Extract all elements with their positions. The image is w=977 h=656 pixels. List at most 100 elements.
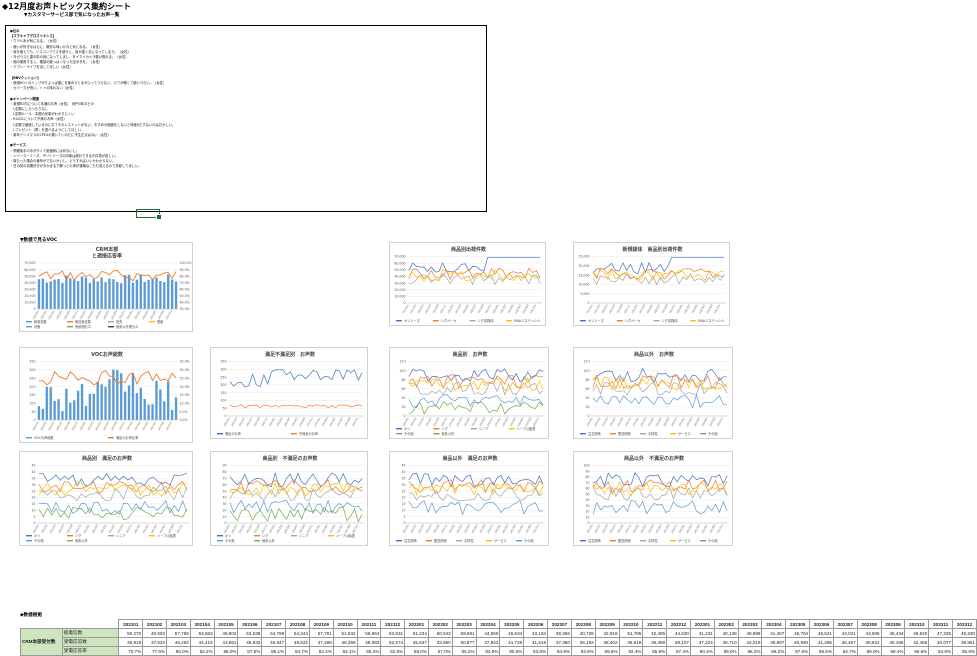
data-cell[interactable]: 40,728 bbox=[570, 628, 596, 638]
month-header-cell[interactable]: 202105 bbox=[213, 619, 239, 629]
data-cell[interactable]: 38,618 bbox=[618, 637, 644, 647]
data-cell[interactable]: 85.9% bbox=[952, 646, 977, 656]
data-cell[interactable]: 46,704 bbox=[785, 628, 811, 638]
data-cell[interactable]: 33,860 bbox=[427, 637, 453, 647]
data-cell[interactable]: 41,296 bbox=[809, 637, 834, 647]
data-cell[interactable]: 43,605 bbox=[856, 628, 882, 638]
month-header-cell[interactable]: 202206 bbox=[523, 619, 549, 629]
data-cell[interactable]: 87.4% bbox=[666, 646, 691, 656]
data-cell[interactable]: 35,897 bbox=[761, 637, 787, 647]
data-cell[interactable]: 43,861 bbox=[213, 637, 239, 647]
month-header-cell[interactable]: 202304 bbox=[761, 619, 787, 629]
data-cell[interactable]: 36,457 bbox=[832, 637, 858, 647]
data-cell[interactable]: 38,402 bbox=[594, 637, 620, 647]
data-cell[interactable]: 59,681 bbox=[451, 628, 477, 638]
data-cell[interactable]: 37,360 bbox=[547, 637, 572, 647]
data-cell[interactable]: 77.6% bbox=[142, 646, 167, 656]
month-header-cell[interactable]: 202202 bbox=[427, 619, 453, 629]
data-cell[interactable]: 57,781 bbox=[308, 628, 334, 638]
data-cell[interactable]: 50,877 bbox=[451, 637, 477, 647]
data-cell[interactable]: 43,184 bbox=[523, 628, 549, 638]
data-cell[interactable]: 46,920 bbox=[904, 628, 930, 638]
row-label[interactable]: 総着信数 bbox=[61, 628, 120, 638]
month-header-cell[interactable]: 202103 bbox=[166, 619, 191, 629]
month-header-cell[interactable]: 202307 bbox=[832, 619, 858, 629]
non-product-satisfied-chart[interactable]: 商品以外 満足のお声数 45 40 35 30 25 20 15 10 5 0 202101 20210… bbox=[389, 451, 549, 546]
selected-cell[interactable] bbox=[136, 209, 162, 220]
data-cell[interactable]: 47,236 bbox=[928, 628, 954, 638]
month-header-cell[interactable]: 202309 bbox=[880, 619, 906, 629]
data-cell[interactable]: 85.1% bbox=[261, 646, 287, 656]
data-cell[interactable]: 80.0% bbox=[166, 646, 191, 656]
data-cell[interactable]: 35,918 bbox=[118, 637, 144, 647]
data-cell[interactable]: 84.8% bbox=[928, 646, 954, 656]
data-cell[interactable]: 37,843 bbox=[475, 637, 501, 647]
data-cell[interactable]: 41,728 bbox=[499, 637, 525, 647]
data-cell[interactable]: 70.7% bbox=[118, 646, 144, 656]
product-inbound-chart[interactable]: 商品別出荷件数 70,000 60,000 50,000 40,000 30,000 20,… bbox=[389, 242, 546, 326]
data-cell[interactable]: 40,077 bbox=[928, 637, 954, 647]
data-cell[interactable]: 46,621 bbox=[809, 628, 834, 638]
data-cell[interactable]: 89.0% bbox=[856, 646, 882, 656]
data-cell[interactable]: 82.6% bbox=[380, 646, 406, 656]
month-header-cell[interactable]: 202301 bbox=[689, 619, 715, 629]
month-header-cell[interactable]: 202204 bbox=[475, 619, 501, 629]
month-header-cell[interactable]: 202208 bbox=[570, 619, 596, 629]
non-product-voice-chart[interactable]: 商品以外 お声数 120 100 80 60 40 20 0 202101 202103 20210… bbox=[573, 347, 733, 439]
data-cell[interactable]: 48,698 bbox=[737, 628, 763, 638]
data-cell[interactable]: 89.0% bbox=[713, 646, 739, 656]
month-header-cell[interactable]: 202111 bbox=[356, 619, 382, 629]
data-cell[interactable]: 45,230 bbox=[952, 628, 977, 638]
data-cell[interactable]: 51,785 bbox=[618, 628, 644, 638]
data-cell[interactable]: 67.0% bbox=[427, 646, 453, 656]
month-header-cell[interactable]: 202308 bbox=[856, 619, 882, 629]
data-cell[interactable]: 84.9% bbox=[475, 646, 501, 656]
data-cell[interactable]: 88.0% bbox=[213, 646, 239, 656]
data-cell[interactable]: 41,231 bbox=[689, 628, 715, 638]
data-cell[interactable]: 93.8% bbox=[523, 646, 549, 656]
data-cell[interactable]: 50,543 bbox=[427, 628, 453, 638]
month-header-cell[interactable]: 202109 bbox=[308, 619, 334, 629]
month-header-cell[interactable]: 202209 bbox=[594, 619, 620, 629]
data-cell[interactable]: 50,270 bbox=[118, 628, 144, 638]
data-cell[interactable]: 48,503 bbox=[142, 628, 167, 638]
month-header-cell[interactable]: 202211 bbox=[642, 619, 668, 629]
data-cell[interactable]: 85.9% bbox=[642, 646, 668, 656]
data-cell[interactable]: 42,019 bbox=[737, 637, 763, 647]
data-cell[interactable]: 46,947 bbox=[261, 637, 287, 647]
data-cell[interactable]: 37,634 bbox=[142, 637, 167, 647]
month-header-cell[interactable]: 202306 bbox=[809, 619, 834, 629]
data-cell[interactable]: 54,798 bbox=[261, 628, 287, 638]
data-cell[interactable]: 38,822 bbox=[856, 637, 882, 647]
data-cell[interactable]: 53,663 bbox=[189, 628, 215, 638]
voc-total-chart[interactable]: VOCお声総数 350 300 250 200 150 100 50 0 35.0% 30.0% 25… bbox=[19, 347, 193, 443]
data-cell[interactable]: 82.2% bbox=[189, 646, 215, 656]
month-header-cell[interactable]: 202101 bbox=[118, 619, 144, 629]
month-header-cell[interactable]: 202212 bbox=[666, 619, 691, 629]
data-cell[interactable]: 51,632 bbox=[332, 628, 358, 638]
data-basis-table[interactable]: 202101 202102 202103 202104 202105 202106 2021… bbox=[20, 619, 977, 656]
month-header-cell[interactable]: 202107 bbox=[261, 619, 287, 629]
data-cell[interactable]: 57,759 bbox=[166, 628, 191, 638]
month-header-cell[interactable]: 202302 bbox=[713, 619, 739, 629]
data-cell[interactable]: 93.6% bbox=[570, 646, 596, 656]
data-cell[interactable]: 38,861 bbox=[952, 637, 977, 647]
data-cell[interactable]: 84.7% bbox=[285, 646, 310, 656]
month-header-cell[interactable]: 202106 bbox=[237, 619, 263, 629]
data-cell[interactable]: 46,262 bbox=[166, 637, 191, 647]
data-cell[interactable]: 40,930 bbox=[785, 637, 811, 647]
month-header-cell[interactable]: 202112 bbox=[380, 619, 406, 629]
data-cell[interactable]: 88.4% bbox=[880, 646, 906, 656]
data-cell[interactable]: 48,369 bbox=[332, 637, 358, 647]
month-header-cell[interactable]: 202110 bbox=[332, 619, 358, 629]
data-cell[interactable]: 63,631 bbox=[380, 628, 406, 638]
data-cell[interactable]: 92.4% bbox=[618, 646, 644, 656]
data-cell[interactable]: 39,356 bbox=[547, 628, 572, 638]
data-cell[interactable]: 47,488 bbox=[308, 637, 334, 647]
row-label[interactable]: 受電応答率 bbox=[61, 646, 120, 656]
data-cell[interactable]: 90.4% bbox=[689, 646, 715, 656]
month-header-cell[interactable]: 202312 bbox=[952, 619, 977, 629]
month-header-cell[interactable]: 202205 bbox=[499, 619, 525, 629]
month-header-cell[interactable]: 202207 bbox=[547, 619, 572, 629]
data-cell[interactable]: 87.5% bbox=[237, 646, 263, 656]
